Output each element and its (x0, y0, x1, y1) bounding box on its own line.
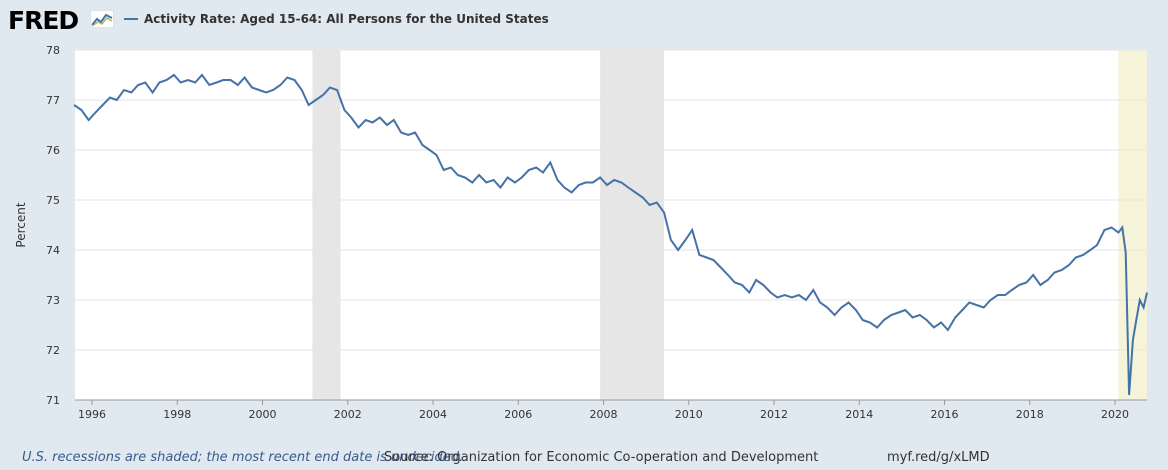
x-tick-2018: 2018 (1016, 408, 1044, 421)
y-axis-label: Percent (14, 202, 28, 247)
y-tick-78: 78 (46, 44, 60, 57)
x-tick-2002: 2002 (334, 408, 362, 421)
recession-shade-1 (600, 50, 665, 400)
y-tick-71: 71 (46, 394, 60, 407)
x-tick-2020: 2020 (1101, 408, 1129, 421)
x-tick-1996: 1996 (78, 408, 106, 421)
y-tick-76: 76 (46, 144, 60, 157)
fred-logo[interactable]: FRED (8, 6, 79, 35)
series-line (73, 73, 1148, 396)
chart-title: Activity Rate: Aged 15-64: All Persons f… (144, 12, 549, 26)
x-tick-1998: 1998 (163, 408, 191, 421)
x-tick-2004: 2004 (419, 408, 447, 421)
y-tick-74: 74 (46, 244, 60, 257)
line-chart: 71 72 73 74 75 76 77 78 1996 1998 2000 2002 2004 200… (14, 44, 1148, 421)
y-tick-75: 75 (46, 194, 60, 207)
x-tick-2008: 2008 (590, 408, 618, 421)
short-url-link[interactable]: myf.red/g/xLMD (887, 450, 990, 465)
source-note: Source: Organization for Economic Co-ope… (384, 450, 819, 465)
x-tick-2000: 2000 (249, 408, 277, 421)
recession-note: U.S. recessions are shaded; the most rec… (22, 450, 464, 465)
x-tick-2012: 2012 (760, 408, 788, 421)
chart-legend: Activity Rate: Aged 15-64: All Persons f… (124, 12, 549, 26)
x-tick-2010: 2010 (675, 408, 703, 421)
recession-shade-0 (312, 50, 341, 400)
x-tick-2014: 2014 (845, 408, 873, 421)
y-tick-72: 72 (46, 344, 60, 357)
x-tick-2016: 2016 (931, 408, 959, 421)
chart-trend-icon (90, 10, 114, 28)
y-tick-77: 77 (46, 94, 60, 107)
y-tick-73: 73 (46, 294, 60, 307)
legend-swatch (124, 18, 138, 20)
x-tick-2006: 2006 (504, 408, 532, 421)
fred-logo-text: FRED (8, 6, 79, 35)
